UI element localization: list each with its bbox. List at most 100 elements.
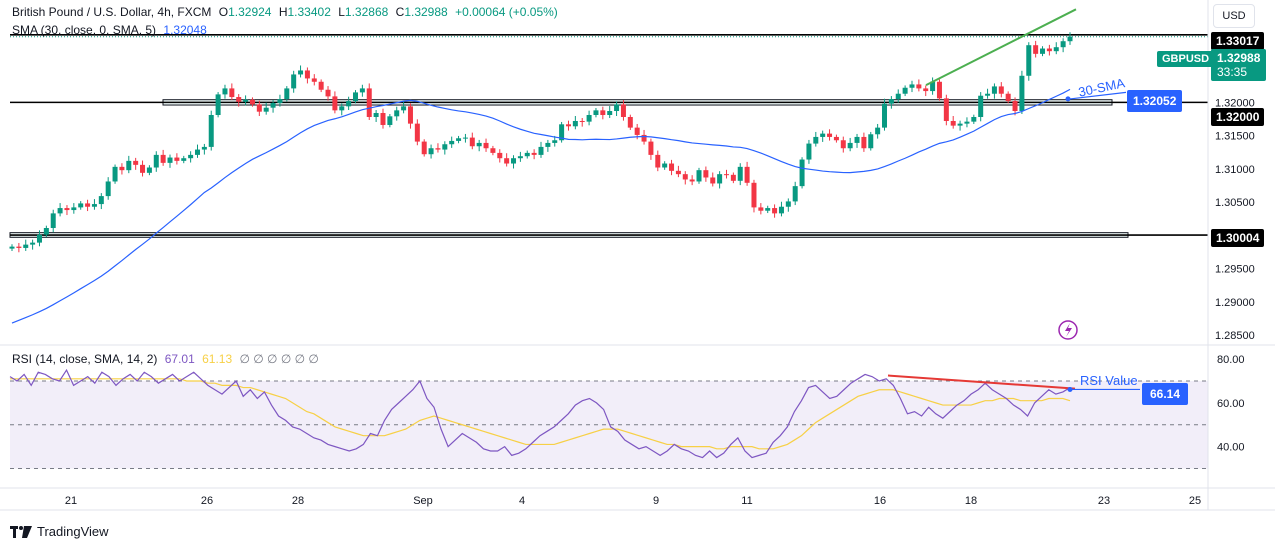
price-tag-countdown: 33:35 [1217, 65, 1248, 79]
candle-down [675, 170, 681, 175]
candle-down [600, 110, 606, 115]
candle-up [373, 113, 379, 117]
candle-down [380, 113, 386, 125]
candle-up [359, 88, 365, 93]
time-tick-label: 21 [65, 495, 77, 507]
candle-down [414, 123, 420, 142]
rsi-placeholders: ∅ ∅ ∅ ∅ ∅ ∅ [239, 352, 319, 366]
candle-up [662, 163, 668, 168]
candle-down [655, 154, 661, 168]
candle-down [160, 154, 166, 163]
candle-down [1005, 93, 1011, 102]
candle-up [30, 242, 36, 245]
open-label: O [218, 5, 229, 19]
candle-up [813, 136, 819, 144]
candle-up [524, 152, 530, 157]
candle-up [153, 154, 159, 168]
rsi-label: RSI (14, close, SMA, 14, 2) [12, 352, 158, 366]
candle-up [167, 157, 173, 163]
rsi-tick-label: 60.00 [1217, 398, 1245, 410]
candle-up [401, 106, 407, 111]
time-tick-label: Sep [413, 495, 433, 507]
lightning-icon-bolt [1065, 323, 1072, 337]
candle-up [98, 196, 104, 205]
candle-up [91, 204, 97, 207]
candle-down [620, 104, 626, 117]
candle-down [140, 164, 146, 173]
candle-down [689, 179, 695, 182]
candle-up [146, 167, 152, 173]
high-label: H [278, 5, 288, 19]
price-tag-price: 1.32988 [1217, 51, 1261, 65]
candle-down [923, 88, 929, 92]
rsi-pane[interactable] [9, 368, 1208, 469]
candle-up [964, 121, 970, 124]
candle-up [449, 140, 455, 145]
candle-down [1046, 48, 1052, 52]
close-label: C [395, 5, 405, 19]
candle-up [208, 115, 214, 147]
rsi-tag: 66.14 [1142, 383, 1189, 405]
candle-down [627, 116, 633, 128]
change-value: +0.00064 (+0.05%) [455, 5, 558, 19]
time-tick-label: 4 [519, 495, 525, 507]
candle-up [1053, 47, 1059, 52]
candle-up [284, 88, 290, 100]
candle-up [717, 174, 723, 184]
candle-down [256, 104, 262, 112]
candle-down [318, 81, 324, 90]
candle-down [758, 207, 764, 211]
sma-line [11, 88, 1071, 324]
candle-up [181, 158, 187, 161]
lightning-icon-circle [1058, 320, 1078, 340]
candle-down [833, 136, 839, 141]
time-tick-label: 26 [201, 495, 213, 507]
candle-down [325, 89, 331, 97]
candle-up [785, 201, 791, 207]
candle-up [1026, 45, 1032, 76]
candle-up [868, 134, 874, 149]
level-tag-1: 1.33017 [1211, 32, 1265, 50]
candle-up [476, 142, 482, 147]
candle-up [215, 94, 221, 115]
candle-up [778, 206, 784, 214]
symbol-title: British Pound / U.S. Dollar, 4h, FXCM [12, 5, 212, 19]
price-tick-label: 1.29500 [1215, 264, 1255, 276]
candle-down [648, 141, 654, 155]
candle-down [119, 166, 125, 171]
currency-button[interactable]: USD [1213, 4, 1255, 28]
price-tick-label: 1.32000 [1215, 97, 1255, 109]
candle-up [511, 158, 517, 164]
candle-up [545, 142, 551, 147]
candle-up [112, 166, 118, 182]
rsi-ma-line [10, 378, 1071, 450]
candle-down [531, 152, 537, 155]
candle-down [1012, 101, 1018, 112]
candle-up [43, 228, 49, 235]
candle-up [559, 124, 565, 141]
candle-up [222, 88, 228, 95]
tradingview-logo[interactable]: TradingView [10, 524, 109, 539]
sma-marker [1065, 96, 1071, 102]
candle-down [950, 120, 956, 126]
candle-down [1033, 45, 1039, 54]
candle-up [71, 207, 77, 211]
sma-label: SMA (30, close, 0, SMA, 5) [12, 23, 157, 37]
candle-down [565, 124, 571, 127]
candle-up [387, 116, 393, 125]
candle-down [16, 246, 22, 248]
candle-up [394, 110, 400, 117]
candle-up [820, 133, 826, 137]
candle-down [998, 86, 1004, 94]
candle-down [497, 152, 503, 159]
price-pane[interactable] [9, 8, 1209, 340]
candle-up [456, 138, 462, 141]
rsi-annotation: RSI Value [1080, 373, 1138, 388]
candle-up [930, 81, 936, 92]
candle-down [366, 88, 372, 117]
candle-down [236, 97, 242, 102]
candle-up [270, 103, 276, 108]
candle-down [936, 81, 942, 99]
candle-up [957, 123, 963, 126]
